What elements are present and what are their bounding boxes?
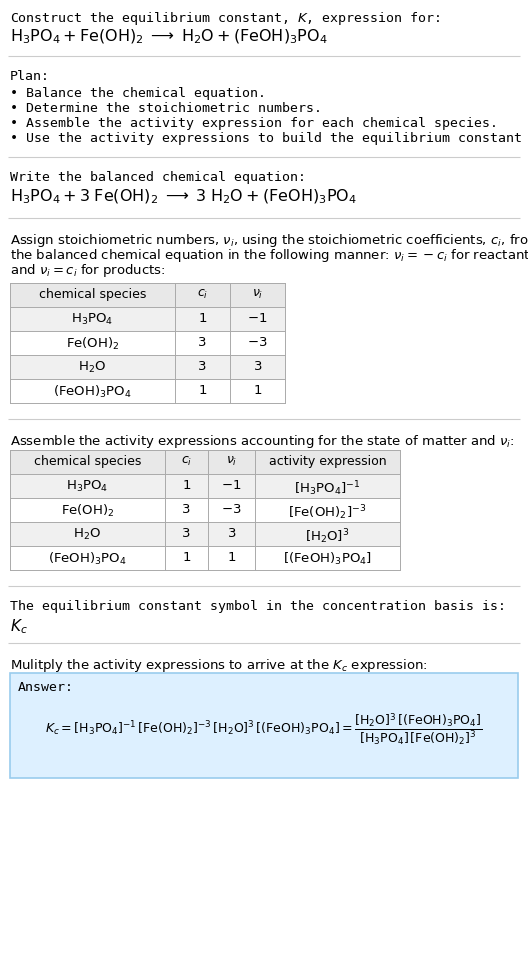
Text: $\mathrm{H_3PO_4 + Fe(OH)_2 \;\longrightarrow\; H_2O + (FeOH)_3PO_4}$: $\mathrm{H_3PO_4 + Fe(OH)_2 \;\longright… [10, 28, 328, 46]
Text: $K_c = [\mathrm{H_3PO_4}]^{-1}\,[\mathrm{Fe(OH)_2}]^{-3}\,[\mathrm{H_2O}]^3\,[(\: $K_c = [\mathrm{H_3PO_4}]^{-1}\,[\mathrm… [45, 711, 483, 747]
Text: 1: 1 [198, 312, 207, 325]
Bar [10, 522, 400, 546]
Text: • Balance the chemical equation.: • Balance the chemical equation. [10, 87, 266, 100]
Bar [10, 355, 285, 379]
Text: chemical species: chemical species [34, 455, 141, 468]
Text: $\mathrm{(FeOH)_3PO_4}$: $\mathrm{(FeOH)_3PO_4}$ [53, 384, 132, 400]
Text: 1: 1 [182, 479, 191, 492]
Text: Plan:: Plan: [10, 70, 50, 83]
Text: $3$: $3$ [253, 360, 262, 373]
Text: $\mathrm{H_3PO_4}$: $\mathrm{H_3PO_4}$ [67, 479, 109, 494]
Text: Write the balanced chemical equation:: Write the balanced chemical equation: [10, 171, 306, 184]
Text: $\nu_i$: $\nu_i$ [226, 455, 237, 468]
Bar [10, 546, 400, 570]
Text: $[\mathrm{Fe(OH)_2}]^{-3}$: $[\mathrm{Fe(OH)_2}]^{-3}$ [288, 503, 366, 522]
Bar [10, 307, 285, 331]
Text: 1: 1 [198, 384, 207, 397]
Text: Assemble the activity expressions accounting for the state of matter and $\nu_i$: Assemble the activity expressions accoun… [10, 433, 515, 450]
Text: $\mathrm{H_3PO_4}$: $\mathrm{H_3PO_4}$ [71, 312, 114, 327]
Text: 3: 3 [198, 336, 207, 349]
Text: $1$: $1$ [227, 551, 236, 564]
Text: $c_i$: $c_i$ [181, 455, 192, 468]
Text: The equilibrium constant symbol in the concentration basis is:: The equilibrium constant symbol in the c… [10, 600, 506, 613]
Text: $\mathrm{Fe(OH)_2}$: $\mathrm{Fe(OH)_2}$ [61, 503, 114, 519]
Text: $-3$: $-3$ [221, 503, 242, 516]
Text: Mulitply the activity expressions to arrive at the $K_c$ expression:: Mulitply the activity expressions to arr… [10, 657, 428, 674]
Text: Answer:: Answer: [18, 681, 74, 694]
Bar [10, 673, 518, 778]
Bar [10, 283, 285, 307]
Text: chemical species: chemical species [39, 288, 146, 301]
Text: $-1$: $-1$ [221, 479, 242, 492]
Text: the balanced chemical equation in the following manner: $\nu_i = -c_i$ for react: the balanced chemical equation in the fo… [10, 247, 528, 264]
Text: $-3$: $-3$ [247, 336, 268, 349]
Text: Construct the equilibrium constant, $K$, expression for:: Construct the equilibrium constant, $K$,… [10, 10, 440, 27]
Text: 1: 1 [182, 551, 191, 564]
Bar [10, 450, 400, 474]
Text: Assign stoichiometric numbers, $\nu_i$, using the stoichiometric coefficients, $: Assign stoichiometric numbers, $\nu_i$, … [10, 232, 528, 249]
Text: $\nu_i$: $\nu_i$ [252, 288, 263, 301]
Text: $-1$: $-1$ [247, 312, 268, 325]
Text: $[\mathrm{H_2O}]^{3}$: $[\mathrm{H_2O}]^{3}$ [305, 527, 350, 546]
Text: $\mathrm{H_2O}$: $\mathrm{H_2O}$ [73, 527, 101, 542]
Bar [10, 379, 285, 403]
Text: $1$: $1$ [253, 384, 262, 397]
Text: • Assemble the activity expression for each chemical species.: • Assemble the activity expression for e… [10, 117, 498, 130]
Text: $\mathrm{Fe(OH)_2}$: $\mathrm{Fe(OH)_2}$ [65, 336, 119, 352]
Text: $[(\mathrm{FeOH})_3\mathrm{PO_4}]$: $[(\mathrm{FeOH})_3\mathrm{PO_4}]$ [283, 551, 372, 567]
Text: $\mathrm{H_2O}$: $\mathrm{H_2O}$ [79, 360, 107, 375]
Text: • Use the activity expressions to build the equilibrium constant expression.: • Use the activity expressions to build … [10, 132, 528, 145]
Text: activity expression: activity expression [269, 455, 386, 468]
Bar [10, 331, 285, 355]
Text: $c_i$: $c_i$ [197, 288, 208, 301]
Bar [10, 474, 400, 498]
Text: $K_c$: $K_c$ [10, 617, 27, 635]
Bar [10, 498, 400, 522]
Text: $\mathrm{H_3PO_4 + 3\;Fe(OH)_2 \;\longrightarrow\; 3\;H_2O + (FeOH)_3PO_4}$: $\mathrm{H_3PO_4 + 3\;Fe(OH)_2 \;\longri… [10, 188, 357, 207]
Text: 3: 3 [182, 527, 191, 540]
Text: • Determine the stoichiometric numbers.: • Determine the stoichiometric numbers. [10, 102, 322, 115]
Text: 3: 3 [182, 503, 191, 516]
Text: 3: 3 [198, 360, 207, 373]
Text: $\mathrm{(FeOH)_3PO_4}$: $\mathrm{(FeOH)_3PO_4}$ [48, 551, 127, 567]
Text: and $\nu_i = c_i$ for products:: and $\nu_i = c_i$ for products: [10, 262, 166, 279]
Text: $[\mathrm{H_3PO_4}]^{-1}$: $[\mathrm{H_3PO_4}]^{-1}$ [294, 479, 361, 498]
Text: $3$: $3$ [227, 527, 236, 540]
